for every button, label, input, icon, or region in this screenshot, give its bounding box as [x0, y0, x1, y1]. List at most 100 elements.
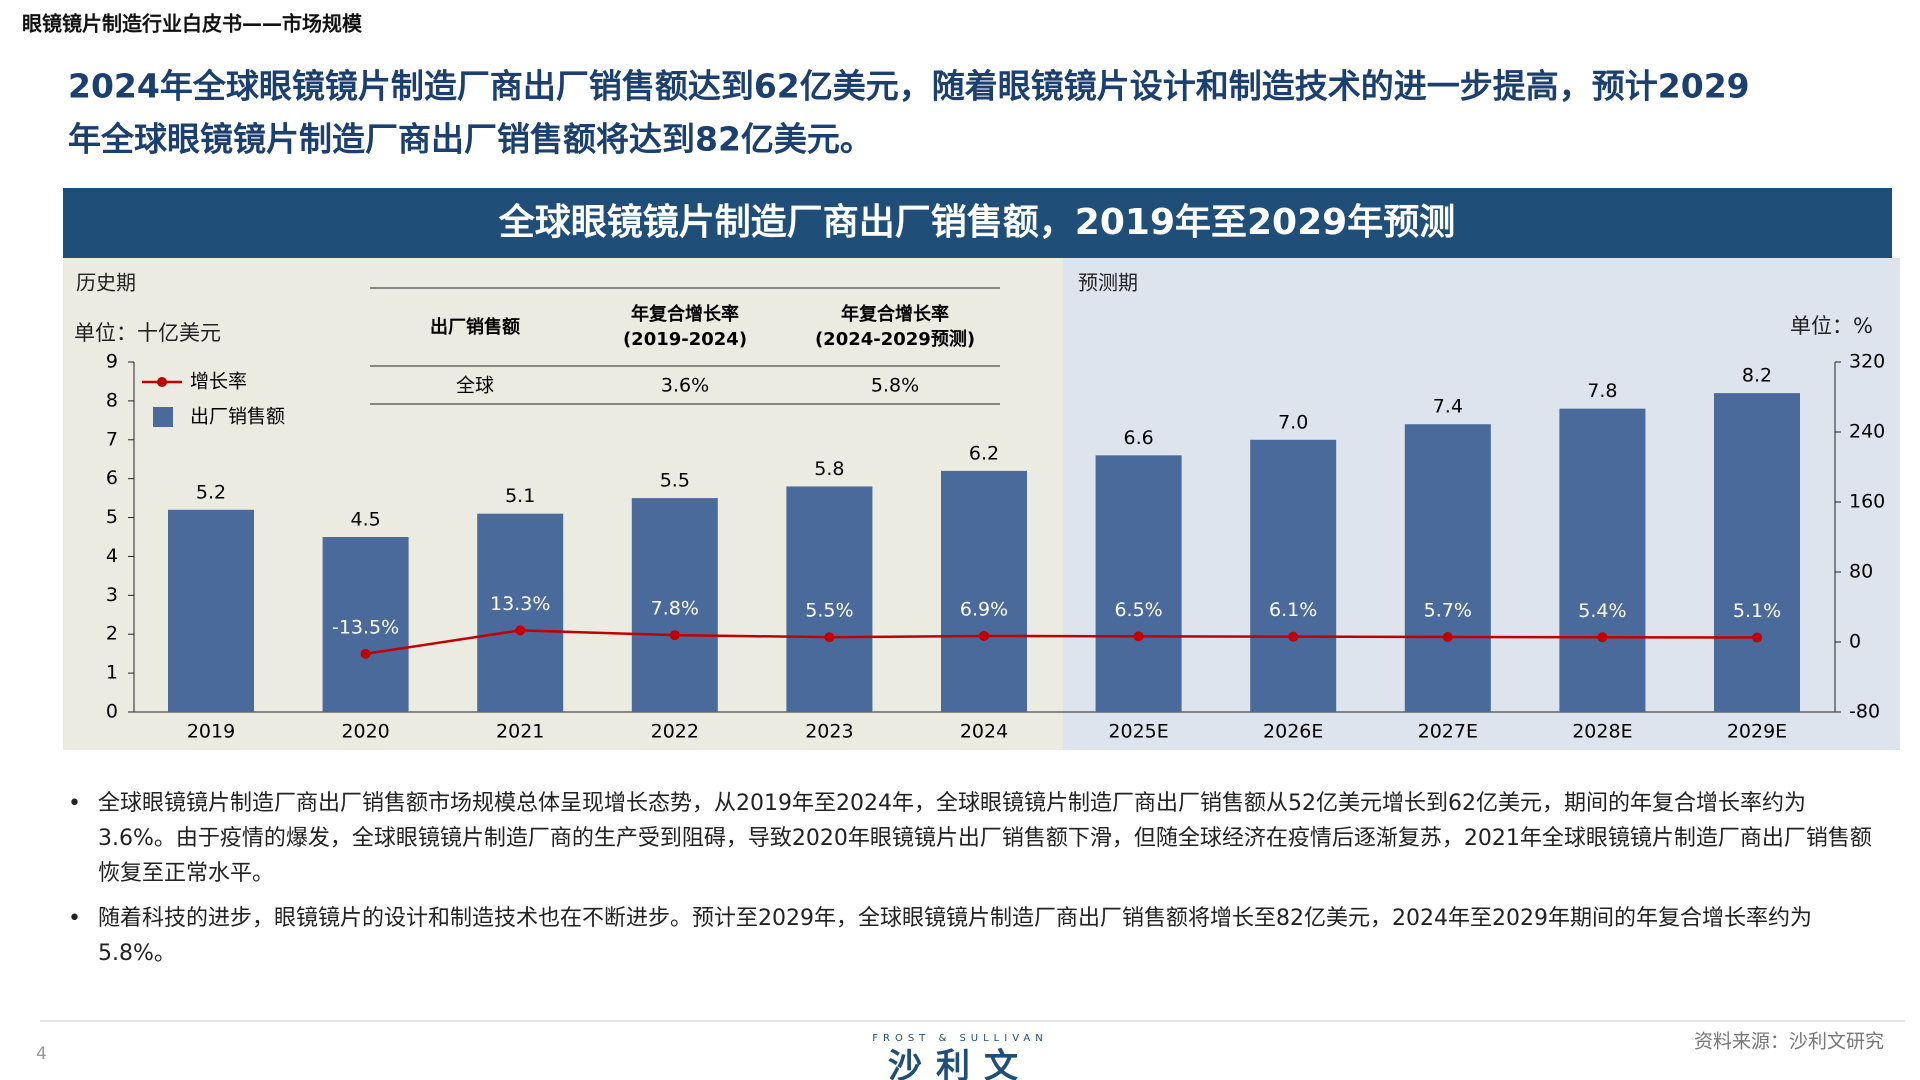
bar: [786, 486, 873, 712]
y2-tick-label: -80: [1849, 701, 1880, 723]
point-label: -13.5%: [332, 616, 399, 638]
logo-top: FROST & SULLIVAN: [872, 1033, 1047, 1044]
point: [1752, 632, 1762, 643]
point: [1442, 632, 1453, 643]
point: [979, 630, 989, 641]
y-tick-label: 7: [106, 428, 118, 450]
legend-label: 增长率: [190, 371, 247, 393]
y-tick-label: 9: [106, 351, 118, 373]
bar-label: 7.0: [1278, 411, 1308, 433]
bar-label: 7.4: [1433, 396, 1463, 418]
point-label: 5.5%: [805, 600, 853, 622]
y2-tick-label: 0: [1849, 631, 1861, 653]
y2-tick-label: 240: [1849, 421, 1885, 443]
bar: [631, 498, 718, 712]
y-tick-label: 6: [106, 467, 118, 489]
bar-label: 6.2: [969, 442, 999, 464]
y-tick-label: 2: [106, 623, 118, 645]
line: [365, 629, 1758, 656]
table-header: (2024-2029预测): [815, 328, 975, 350]
title-band: [63, 188, 1892, 258]
x-tick-label: 2020: [341, 721, 389, 743]
bullet: 随着科技的进步，眼镜镜片的设计和制造技术也在不断进步。预计至2029年，全球眼镜…: [68, 901, 1880, 971]
bar: [1559, 408, 1646, 712]
x-tick-label: 2027E: [1418, 721, 1478, 743]
point-label: 6.9%: [960, 598, 1008, 620]
bar-label: 4.5: [350, 509, 380, 531]
history-label: 历史期: [76, 271, 136, 295]
y-tick-label: 8: [106, 389, 118, 411]
y-tick-label: 4: [106, 545, 118, 567]
y2-tick-label: 320: [1849, 351, 1885, 373]
point-label: 6.5%: [1114, 599, 1162, 621]
x-tick-label: 2028E: [1572, 721, 1632, 743]
table-header: (2019-2024): [623, 329, 747, 350]
logo: 沙利文: [888, 1047, 1032, 1080]
table-header: 年复合增长率: [841, 303, 949, 325]
bar: [1095, 455, 1182, 712]
y2-tick-label: 80: [1849, 561, 1873, 583]
point-label: 5.7%: [1424, 600, 1472, 622]
page-number: 4: [36, 1044, 47, 1064]
legend-point: [157, 377, 167, 387]
point: [1133, 631, 1144, 642]
point-label: 5.4%: [1578, 600, 1626, 622]
y-tick-label: 5: [106, 506, 118, 528]
bar-label: 6.6: [1123, 427, 1153, 449]
table-header: 年复合增长率: [631, 303, 739, 325]
y-tick-label: 0: [106, 701, 118, 723]
point-label: 6.1%: [1269, 599, 1317, 621]
table-cell: 全球: [456, 375, 494, 397]
y2-tick-label: 160: [1849, 491, 1885, 513]
point: [1597, 632, 1608, 643]
x-tick-label: 2021: [496, 721, 544, 743]
bullets: 全球眼镜镜片制造厂商出厂销售额市场规模总体呈现增长态势，从2019年至2024年…: [68, 786, 1880, 981]
forecast-label: 预测期: [1078, 271, 1138, 295]
point: [1288, 631, 1299, 642]
bullet: 全球眼镜镜片制造厂商出厂销售额市场规模总体呈现增长态势，从2019年至2024年…: [68, 786, 1880, 891]
x-tick-label: 2025E: [1108, 721, 1168, 743]
headline: 2024年全球眼镜镜片制造厂商出厂销售额达到62亿美元，随着眼镜镜片设计和制造技…: [68, 67, 1750, 106]
bar: [1714, 393, 1800, 712]
point-label: 13.3%: [490, 593, 550, 615]
bar: [322, 537, 409, 712]
point: [824, 632, 835, 643]
y-tick-label: 3: [106, 584, 118, 606]
x-tick-label: 2026E: [1263, 721, 1323, 743]
bar: [477, 513, 564, 712]
bar-label: 5.2: [196, 481, 226, 503]
table-cell: 5.8%: [871, 375, 919, 397]
point: [515, 625, 526, 636]
bar: [1404, 424, 1491, 712]
table-cell: 3.6%: [661, 375, 709, 397]
right-unit: 单位：%: [1790, 314, 1873, 338]
bar-label: 5.8: [814, 458, 844, 480]
source: 资料来源：沙利文研究: [1694, 1031, 1884, 1053]
point: [360, 648, 371, 659]
point-label: 5.1%: [1733, 600, 1781, 622]
bar: [1250, 439, 1337, 712]
table-header: 出厂销售额: [430, 316, 520, 338]
bar: [168, 509, 254, 712]
left-unit: 单位：十亿美元: [74, 321, 221, 345]
legend-swatch: [153, 407, 173, 427]
x-tick-label: 2023: [805, 721, 853, 743]
headline: 年全球眼镜镜片制造厂商出厂销售额将达到82亿美元。: [68, 120, 873, 159]
x-tick-label: 2024: [960, 721, 1008, 743]
point: [669, 630, 680, 641]
bar-label: 5.1: [505, 485, 535, 507]
bar: [941, 470, 1027, 712]
x-tick-label: 2022: [651, 721, 699, 743]
legend-label: 出厂销售额: [190, 406, 285, 428]
x-tick-label: 2019: [187, 721, 235, 743]
point-label: 7.8%: [651, 598, 699, 620]
bar-label: 7.8: [1587, 380, 1617, 402]
y-tick-label: 1: [106, 662, 118, 684]
bar-label: 8.2: [1742, 365, 1772, 387]
chart-title: 全球眼镜镜片制造厂商出厂销售额，2019年至2029年预测: [498, 201, 1455, 243]
x-tick-label: 2029E: [1727, 721, 1787, 743]
bar-label: 5.5: [660, 470, 690, 492]
header-title: 眼镜镜片制造行业白皮书——市场规模: [22, 12, 363, 36]
